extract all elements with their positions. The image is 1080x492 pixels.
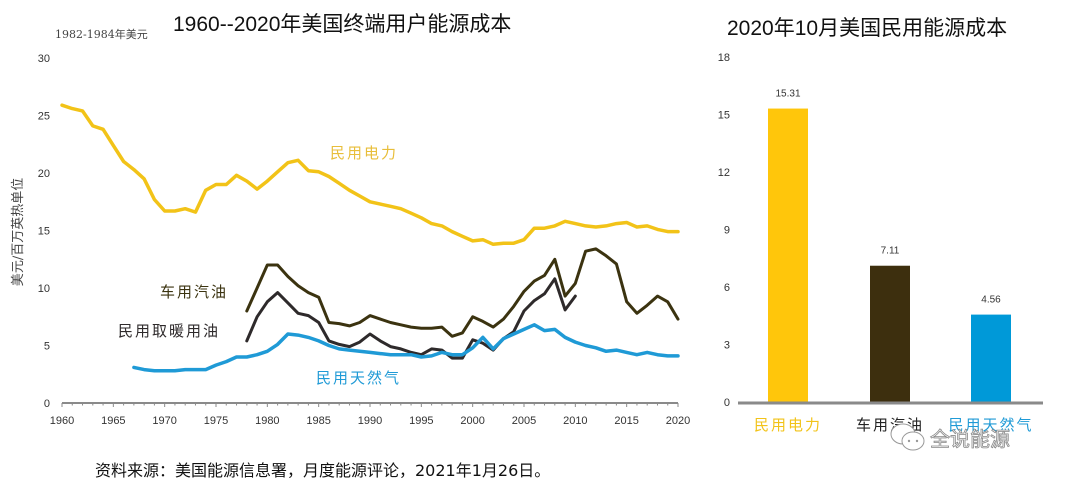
x-tick-label: 1970 xyxy=(152,415,176,427)
y-tick-label: 12 xyxy=(718,167,730,179)
bar-value-label: 15.31 xyxy=(775,89,800,100)
x-tick-label: 1990 xyxy=(358,415,382,427)
series-label-heating-oil: 民用取暖用油 xyxy=(118,322,220,340)
bar xyxy=(768,108,808,402)
bars: 15.31 7.11 4.56 xyxy=(768,89,1011,402)
source-note: 资料来源：美国能源信息署，月度能源评论，2021年1月26日。 xyxy=(95,461,550,480)
x-tick-label: 1960 xyxy=(50,415,74,427)
y-tick-labels: 0 3 6 9 12 15 18 xyxy=(718,52,730,409)
series-label-electricity: 民用电力 xyxy=(330,144,398,162)
y-axis-label: 美元/百万英热单位 xyxy=(11,178,26,286)
line-gasoline xyxy=(245,247,680,338)
y-tick-label: 6 xyxy=(724,282,730,294)
wechat-icon xyxy=(890,423,925,451)
series-lines xyxy=(60,103,680,373)
x-tick-label: 1985 xyxy=(306,415,330,427)
series-label-gasoline: 车用汽油 xyxy=(160,283,228,301)
line-heating-oil xyxy=(245,277,577,360)
bar-value-label: 4.56 xyxy=(981,295,1001,306)
watermark-text: 全说能源 xyxy=(930,427,1010,451)
x-tick-label: 2020 xyxy=(666,415,690,427)
y-tick-label: 5 xyxy=(44,341,50,353)
y-tick-label: 15 xyxy=(718,110,730,122)
bar xyxy=(971,314,1011,402)
bar-value-label: 7.11 xyxy=(881,246,900,257)
line-electricity xyxy=(60,103,680,247)
line-chart: 1960--2020年美国终端用户能源成本 1982-1984年美元 美元/百万… xyxy=(11,13,690,427)
x-tick-label: 1995 xyxy=(409,415,433,427)
category-label: 民用天然气 xyxy=(948,416,1033,434)
x-tick-label: 2005 xyxy=(512,415,536,427)
line-chart-title: 1960--2020年美国终端用户能源成本 xyxy=(173,13,511,36)
x-tick-label: 2000 xyxy=(460,415,484,427)
bar-chart-title: 2020年10月美国民用能源成本 xyxy=(727,17,1007,40)
x-tick-label: 1980 xyxy=(255,415,279,427)
y-tick-label: 3 xyxy=(724,340,730,352)
series-label-natural-gas: 民用天然气 xyxy=(316,369,401,387)
bar-chart: 2020年10月美国民用能源成本 0 3 6 9 12 15 18 15.31 7.11 4.5… xyxy=(718,17,1043,434)
x-tick-label: 1965 xyxy=(101,415,125,427)
watermark: 全说能源 xyxy=(890,423,1010,451)
y-tick-label: 30 xyxy=(38,53,50,65)
line-natural-gas xyxy=(132,323,680,373)
y-tick-label: 25 xyxy=(38,111,50,123)
y-tick-label: 18 xyxy=(718,52,730,64)
y-tick-label: 10 xyxy=(38,283,50,295)
y-tick-label: 15 xyxy=(38,226,50,238)
x-tick-label: 1975 xyxy=(204,415,228,427)
unit-note: 1982-1984年美元 xyxy=(55,27,148,41)
y-tick-label: 0 xyxy=(44,398,50,410)
bar xyxy=(870,265,910,402)
x-axis: 1960 1965 1970 1975 1980 1985 1990 1995 2000 2005… xyxy=(50,402,690,427)
y-tick-label: 20 xyxy=(38,168,50,180)
x-tick-label: 2010 xyxy=(563,415,587,427)
y-tick-labels: 0 5 10 15 20 25 30 xyxy=(38,53,50,410)
x-tick-label: 2015 xyxy=(614,415,638,427)
y-tick-label: 0 xyxy=(724,397,730,409)
category-label: 民用电力 xyxy=(754,416,822,434)
y-tick-label: 9 xyxy=(724,225,730,237)
